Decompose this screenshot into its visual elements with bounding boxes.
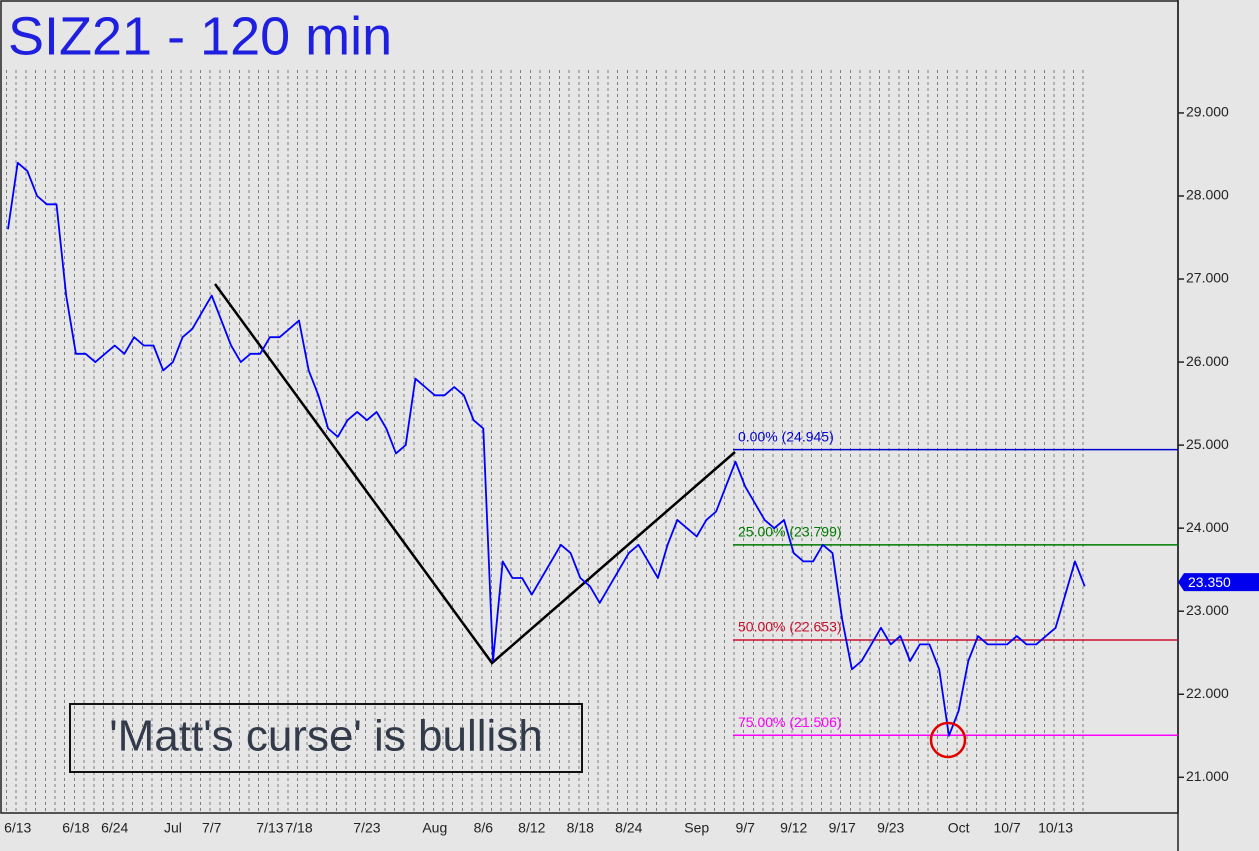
fib-label: 75.00% (21.506) [738,714,842,730]
x-tick-label: 9/17 [829,820,856,836]
x-tick-label: 6/18 [62,820,89,836]
last-price-tag [1178,573,1259,592]
fib-label: 50.00% (22.653) [738,619,842,635]
y-tick-label: 26.000 [1186,353,1229,369]
x-tick-label: Aug [422,820,447,836]
chart-title: SIZ21 - 120 min [8,6,392,66]
trend-line [213,283,736,665]
price-line [7,161,1086,737]
x-tick-label: 8/12 [518,820,545,836]
x-tick-label: 10/7 [993,820,1020,836]
x-tick-label: 10/13 [1038,820,1073,836]
annotation: 'Matt's curse' is bullish [109,712,543,761]
last-price-label: 23.350 [1188,574,1231,590]
x-tick-label: 9/23 [877,820,904,836]
plot-border [0,0,1179,814]
x-tick-label: 8/24 [615,820,642,836]
x-tick-label: 6/13 [4,820,31,836]
x-tick-label: 7/23 [353,820,380,836]
x-tick-label: 6/24 [101,820,128,836]
x-tick-label: Oct [948,820,970,836]
y-tick-label: 22.000 [1186,685,1229,701]
y-tick-label: 21.000 [1186,768,1229,784]
x-tick-label: 8/18 [567,820,594,836]
fib-label: 0.00% (24.945) [738,428,834,444]
x-tick-label: Sep [684,820,709,836]
fib-label: 25.00% (23.799) [738,524,842,540]
y-tick-label: 27.000 [1186,270,1229,286]
y-tick-label: 28.000 [1186,187,1229,203]
x-tick-label: 8/6 [474,820,494,836]
x-tick-label: 7/7 [202,820,222,836]
y-tick-label: 25.000 [1186,436,1229,452]
session-grid [6,70,1086,813]
y-tick-label: 24.000 [1186,519,1229,535]
x-tick-label: 7/18 [285,820,312,836]
x-tick-label: Jul [164,820,182,836]
x-tick-label: 7/13 [256,820,283,836]
annotation-box [69,703,583,773]
x-tick-label: 9/7 [735,820,755,836]
x-tick-label: 9/12 [780,820,807,836]
y-tick-label: 29.000 [1186,104,1229,120]
highlight-circle [929,721,967,759]
y-tick-label: 23.000 [1186,602,1229,618]
